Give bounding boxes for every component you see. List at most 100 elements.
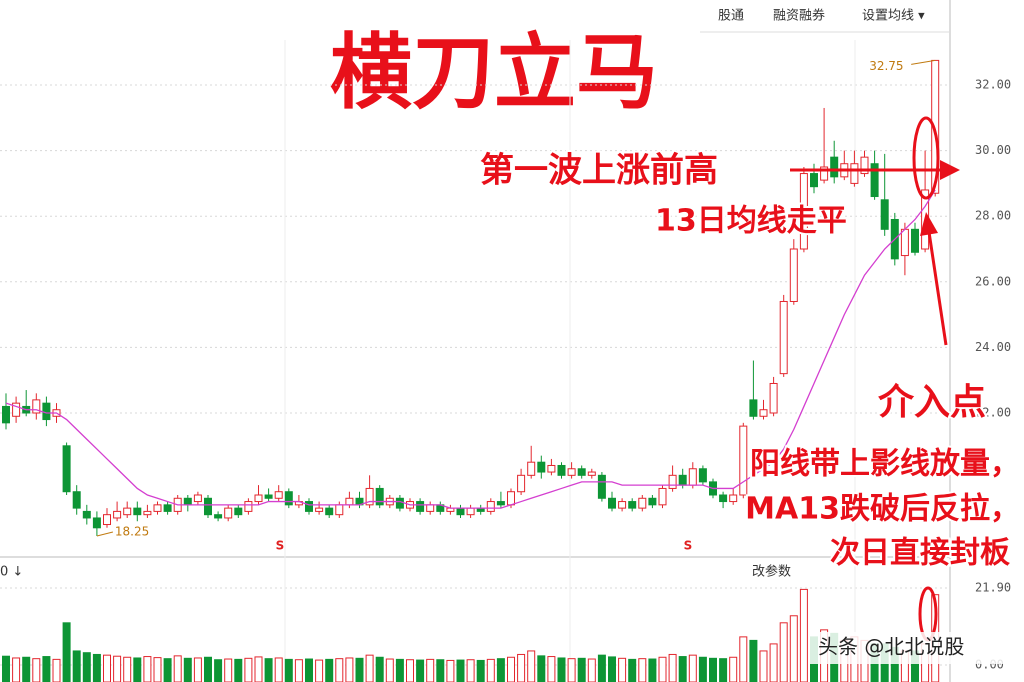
candle-body bbox=[799, 173, 808, 250]
volume-bar bbox=[375, 656, 384, 682]
volume-bar bbox=[638, 658, 647, 682]
volume-bar bbox=[688, 654, 697, 682]
volume-bar bbox=[294, 659, 303, 682]
y-tick-label: 28.00 bbox=[975, 209, 1011, 223]
candle-body bbox=[779, 300, 788, 375]
volume-bar bbox=[12, 657, 21, 682]
candle-body bbox=[648, 497, 657, 506]
volume-bar bbox=[325, 658, 334, 682]
volume-bar bbox=[628, 658, 637, 682]
volume-bar bbox=[2, 655, 10, 682]
volume-bar bbox=[618, 657, 627, 682]
candle-body bbox=[820, 166, 829, 181]
candle-body bbox=[517, 474, 526, 493]
volume-header: 0 ↓ bbox=[0, 565, 23, 580]
candle-body bbox=[325, 507, 334, 516]
volume-bar bbox=[719, 658, 728, 682]
candle-body bbox=[113, 510, 122, 519]
candle-body bbox=[749, 399, 758, 417]
candle-body bbox=[153, 504, 162, 512]
highlight-ellipse bbox=[912, 116, 940, 200]
volume-bar bbox=[153, 657, 162, 682]
y-tick-label: 24.00 bbox=[975, 340, 1011, 354]
candle-body bbox=[103, 514, 111, 526]
volume-bar bbox=[204, 656, 212, 682]
volume-bar bbox=[648, 658, 657, 682]
volume-bar bbox=[143, 656, 152, 682]
candle-body bbox=[193, 494, 202, 503]
volume-bar bbox=[92, 653, 101, 682]
candle-body bbox=[567, 468, 576, 476]
volume-bar bbox=[577, 657, 586, 682]
volume-bar bbox=[385, 658, 394, 682]
volume-bar bbox=[42, 656, 51, 682]
candle-body bbox=[557, 464, 566, 476]
volume-bar bbox=[52, 658, 61, 682]
volume-bar bbox=[678, 656, 687, 682]
candle-body bbox=[416, 501, 425, 512]
volume-bar bbox=[698, 656, 707, 682]
annotation: 阳线带上影线放量， bbox=[750, 447, 1020, 482]
volume-bar bbox=[395, 658, 404, 682]
toolbar-item[interactable]: 股通 bbox=[718, 9, 744, 24]
volume-bar bbox=[193, 657, 202, 682]
volume-bar bbox=[749, 639, 758, 682]
volume-bar bbox=[517, 653, 526, 682]
candle-body bbox=[183, 497, 192, 506]
candle-body bbox=[789, 248, 798, 302]
volume-bar bbox=[133, 657, 142, 682]
volume-bar bbox=[668, 653, 677, 682]
annotation: 第一波上涨前高 bbox=[480, 151, 718, 191]
toolbar-item[interactable]: 设置均线 ▾ bbox=[862, 9, 925, 24]
candle-body bbox=[365, 487, 374, 506]
volume-bar bbox=[426, 658, 435, 682]
candle-body bbox=[658, 487, 667, 506]
candle-body bbox=[486, 501, 495, 512]
volume-bar bbox=[345, 657, 354, 682]
candle-body bbox=[678, 474, 687, 486]
annotation: MA13跌破后反拉， bbox=[745, 492, 1020, 527]
volume-header[interactable]: 改参数 bbox=[752, 564, 791, 580]
volume-bar bbox=[547, 656, 556, 682]
volume-bar bbox=[254, 656, 263, 682]
candle-body bbox=[305, 501, 313, 512]
volume-bar bbox=[214, 659, 223, 682]
price-pointer bbox=[96, 531, 114, 537]
candle-body bbox=[335, 504, 344, 516]
signal-marker: S bbox=[684, 539, 693, 553]
volume-bar bbox=[527, 650, 536, 682]
volume-bar bbox=[769, 643, 778, 682]
volume-bar bbox=[759, 650, 768, 682]
volume-bar bbox=[315, 659, 324, 682]
volume-bar bbox=[62, 622, 71, 682]
volume-bar bbox=[355, 657, 364, 682]
toolbar-item[interactable]: 融资融券 bbox=[773, 8, 825, 24]
volume-bar bbox=[709, 657, 717, 682]
candle-body bbox=[739, 425, 748, 496]
candle-body bbox=[315, 507, 324, 512]
candle-body bbox=[496, 501, 505, 506]
volume-bar bbox=[82, 652, 91, 682]
candle-body bbox=[911, 228, 919, 253]
candle-body bbox=[456, 507, 465, 516]
volume-bar bbox=[335, 658, 344, 682]
arrow-head bbox=[920, 212, 938, 236]
arrow-head bbox=[940, 160, 960, 180]
volume-bar bbox=[537, 655, 546, 682]
y-tick-label: 22.00 bbox=[975, 406, 1011, 420]
candle-body bbox=[860, 156, 869, 175]
candle-body bbox=[628, 501, 637, 509]
candle-body bbox=[123, 507, 132, 516]
volume-bar bbox=[365, 654, 374, 682]
volume-bar bbox=[729, 656, 738, 682]
candle-body bbox=[163, 504, 172, 512]
candle-body bbox=[850, 163, 859, 184]
signal-marker: S bbox=[276, 539, 285, 553]
arrow bbox=[927, 231, 948, 346]
volume-bar bbox=[557, 657, 566, 682]
y-tick-label: 30.00 bbox=[975, 143, 1011, 157]
candle-body bbox=[547, 464, 556, 473]
volume-bar bbox=[72, 650, 81, 682]
